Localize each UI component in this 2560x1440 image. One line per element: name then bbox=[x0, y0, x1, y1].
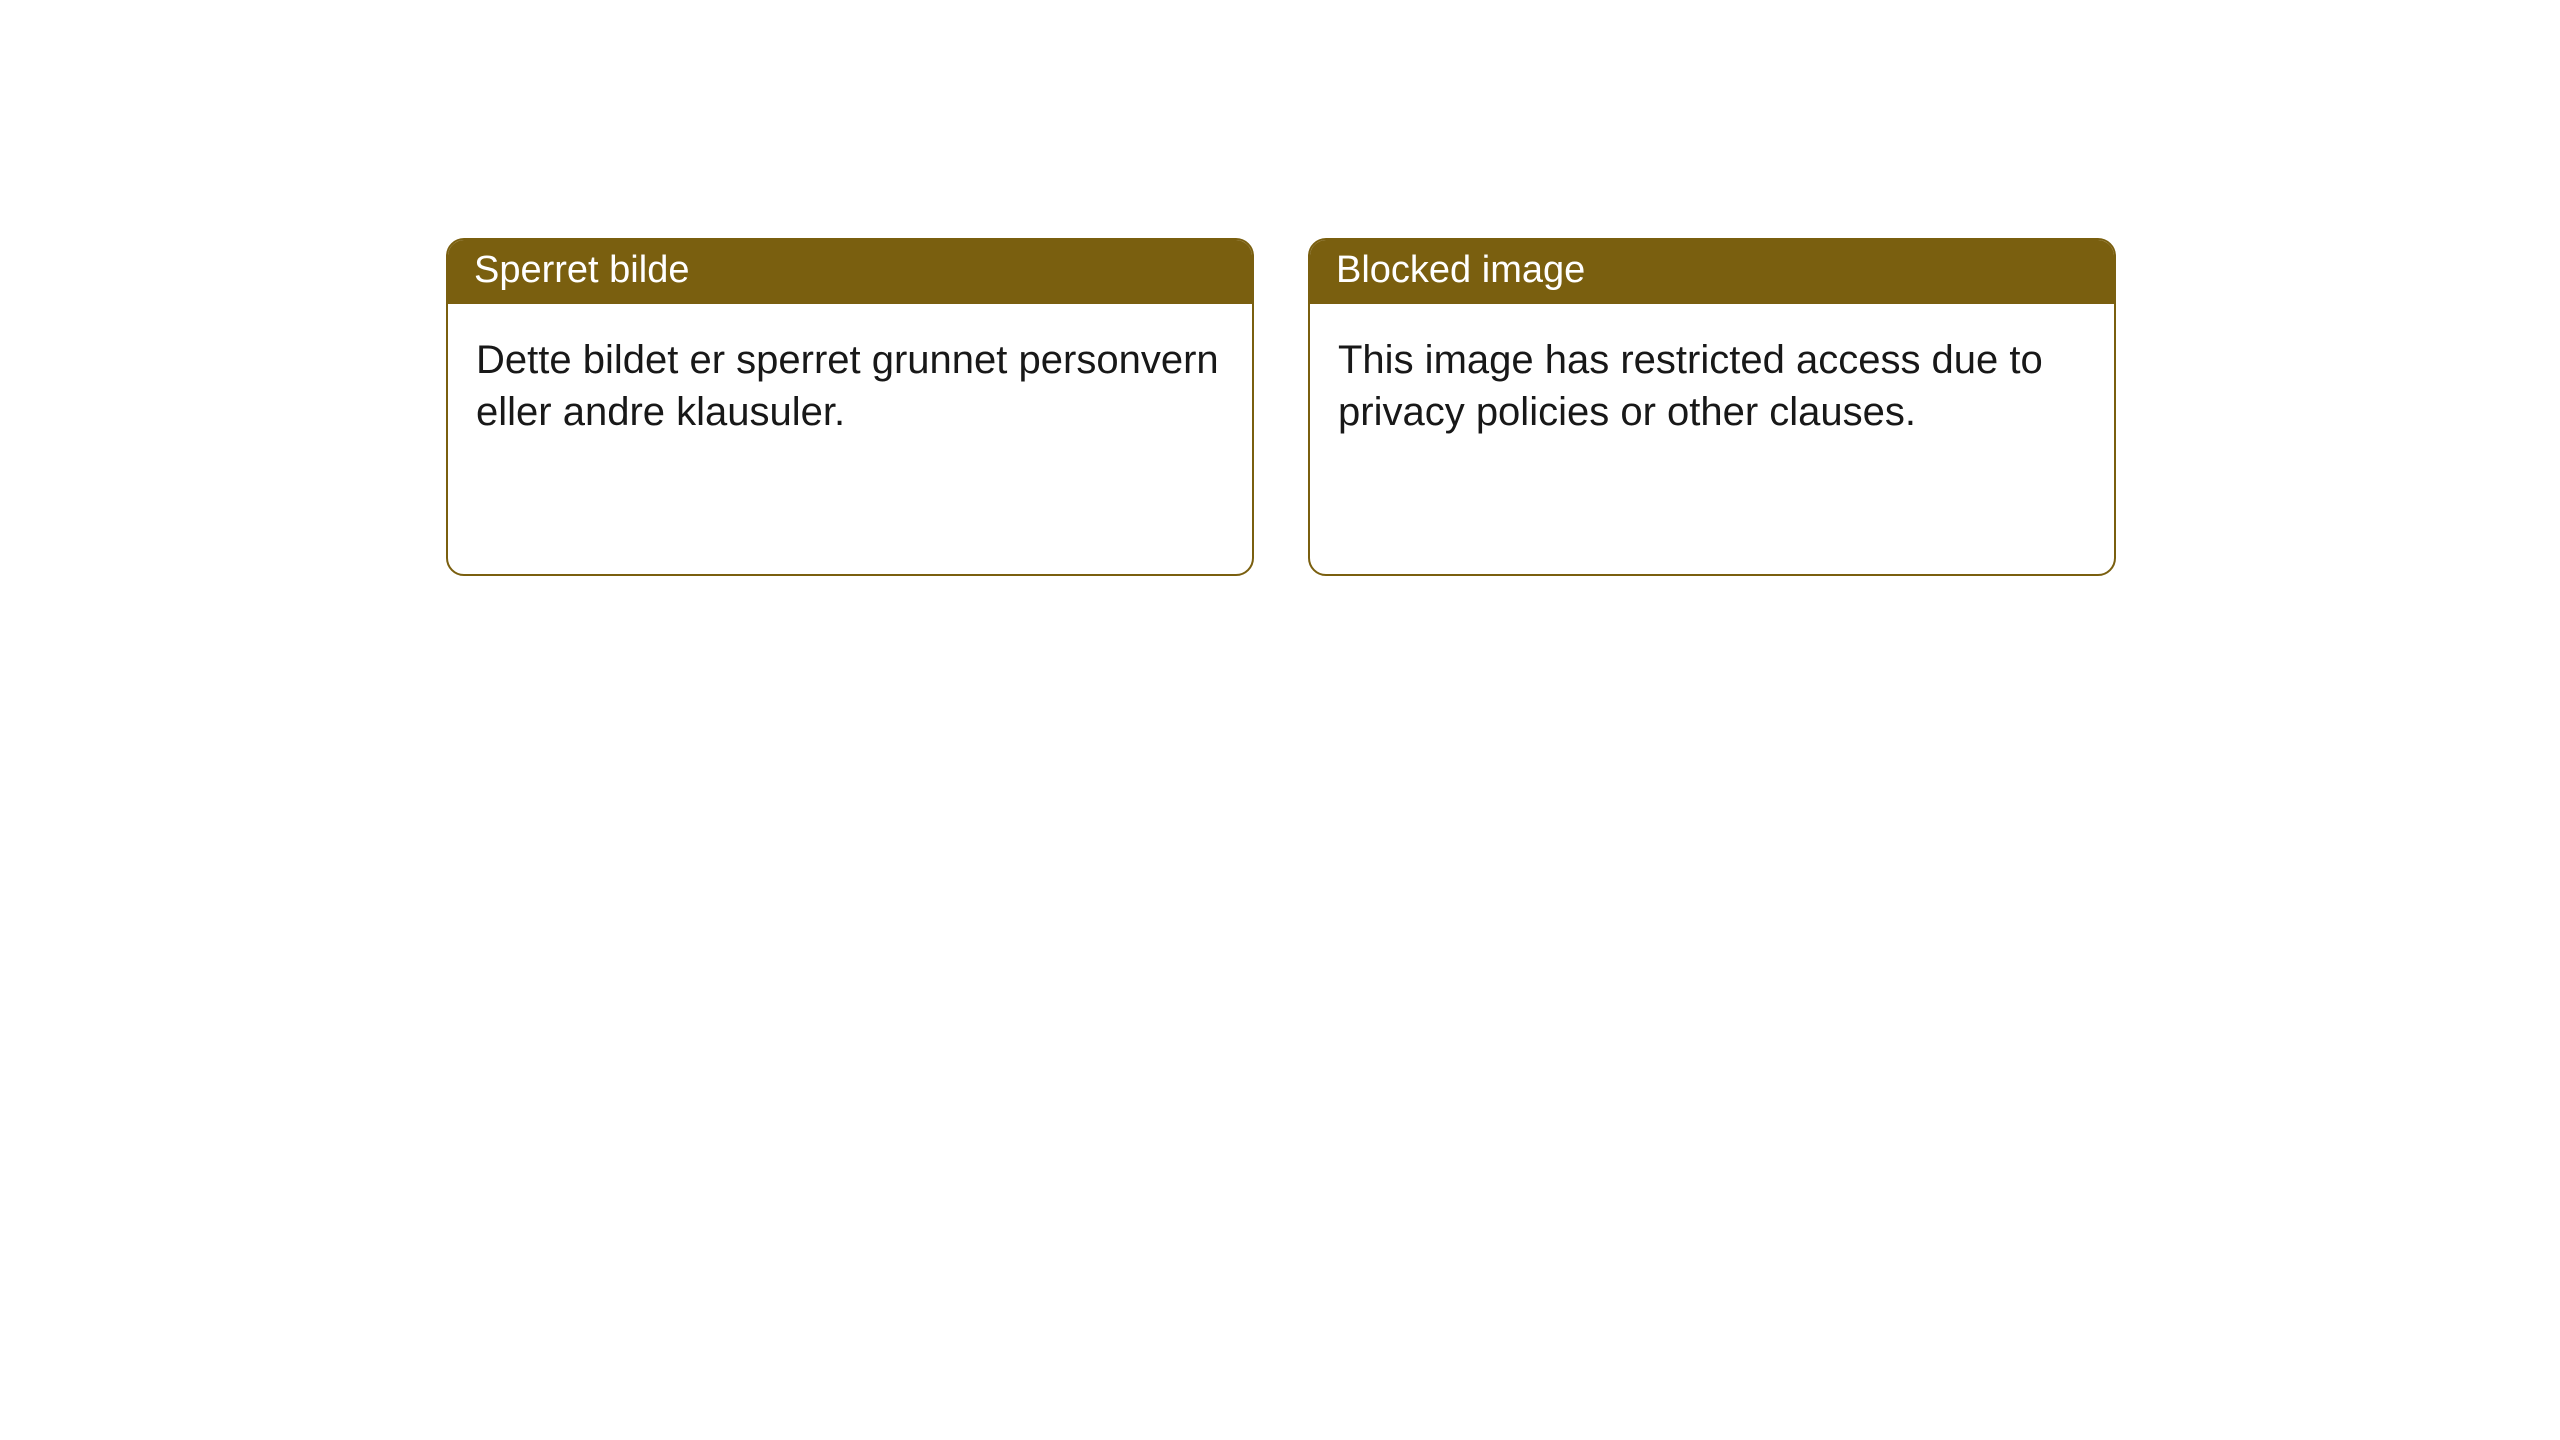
card-header-en: Blocked image bbox=[1310, 240, 2114, 304]
blocked-image-card-no: Sperret bilde Dette bildet er sperret gr… bbox=[446, 238, 1254, 576]
notice-container: Sperret bilde Dette bildet er sperret gr… bbox=[0, 0, 2560, 576]
blocked-image-card-en: Blocked image This image has restricted … bbox=[1308, 238, 2116, 576]
card-body-en: This image has restricted access due to … bbox=[1310, 304, 2114, 470]
card-header-no: Sperret bilde bbox=[448, 240, 1252, 304]
card-body-no: Dette bildet er sperret grunnet personve… bbox=[448, 304, 1252, 470]
